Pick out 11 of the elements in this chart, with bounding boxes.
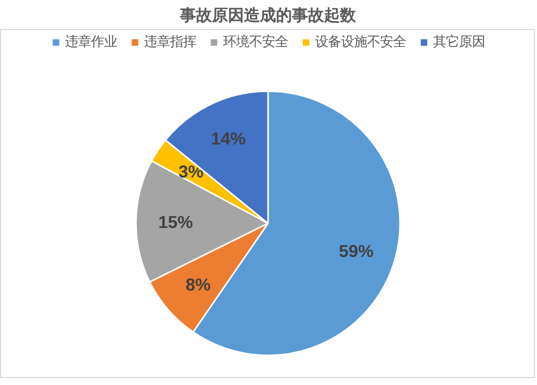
legend-label: 违章指挥 bbox=[144, 33, 196, 51]
legend-label: 违章作业 bbox=[65, 33, 117, 51]
data-label: 14% bbox=[210, 128, 246, 149]
data-label: 59% bbox=[338, 241, 374, 262]
data-label: 8% bbox=[186, 274, 211, 295]
legend-label: 其它原因 bbox=[433, 33, 485, 51]
data-label: 3% bbox=[178, 161, 204, 182]
legend-label: 设备设施不安全 bbox=[315, 33, 406, 51]
chart-title: 事故原因造成的事故起数 bbox=[179, 6, 357, 24]
data-label: 15% bbox=[158, 212, 193, 232]
legend-label: 环境不安全 bbox=[223, 33, 288, 51]
